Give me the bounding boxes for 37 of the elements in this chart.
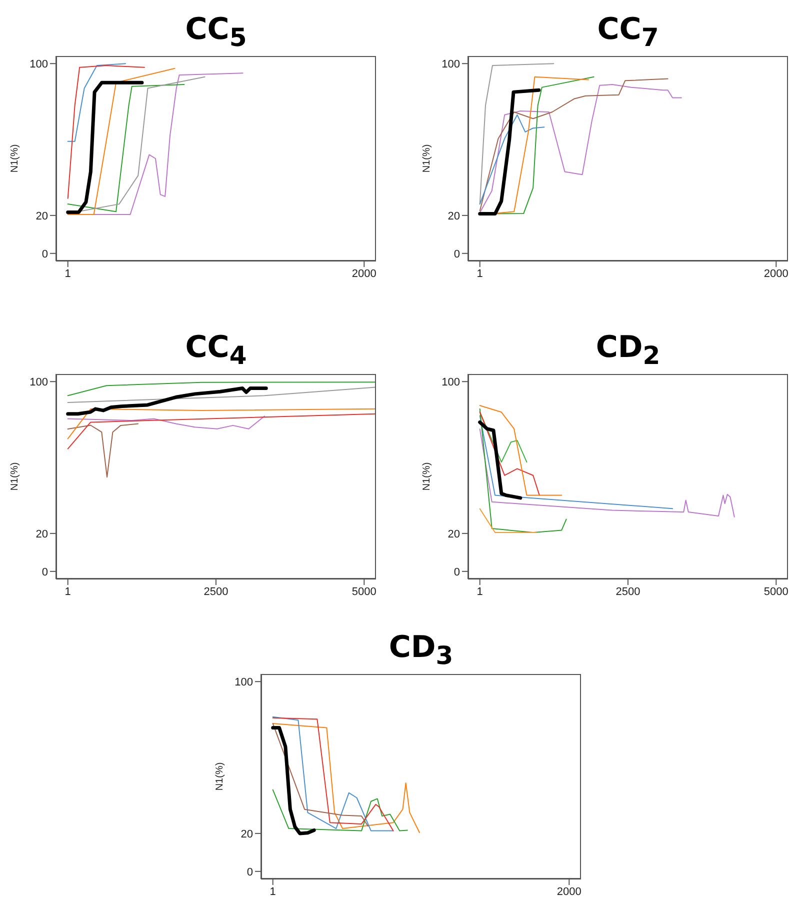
x-tick-label: 1: [64, 268, 71, 280]
y-axis-title: N1(%): [422, 462, 433, 491]
y-axis-title: N1(%): [10, 144, 21, 173]
y-axis-title: N1(%): [10, 462, 21, 491]
x-tick-label: 2000: [556, 886, 582, 898]
y-tick-label: 0: [454, 248, 460, 260]
y-tick-label: 20: [36, 210, 48, 222]
x-tick-label: 5000: [352, 586, 376, 598]
chart-title: CD$_{2}$: [594, 330, 662, 370]
y-tick-label: 20: [240, 828, 253, 840]
x-tick-label: 2500: [204, 586, 228, 598]
chart-title: CC$_{5}$: [184, 12, 248, 52]
x-tick-label: 1: [476, 586, 483, 598]
x-tick-label: 5000: [764, 586, 788, 598]
y-tick-label: 0: [454, 566, 460, 578]
x-tick-label: 2000: [352, 268, 376, 280]
y-tick-label: 100: [234, 676, 253, 688]
x-tick-label: 1: [476, 268, 483, 280]
y-axis-title: N1(%): [422, 144, 433, 173]
y-tick-label: 100: [30, 58, 48, 70]
x-tick-label: 2500: [616, 586, 640, 598]
y-tick-label: 0: [42, 248, 48, 260]
y-tick-label: 20: [448, 528, 460, 540]
x-tick-label: 1: [64, 586, 71, 598]
chart-title: CC$_{7}$: [596, 12, 660, 52]
y-tick-label: 100: [442, 376, 460, 388]
y-tick-label: 20: [448, 210, 460, 222]
y-tick-label: 0: [246, 866, 253, 878]
chart-title: CC$_{4}$: [184, 330, 248, 370]
x-tick-label: 2000: [764, 268, 788, 280]
y-axis-title: N1(%): [214, 762, 226, 791]
y-tick-label: 20: [36, 528, 48, 540]
chart-title: CD$_{3}$: [388, 630, 454, 670]
y-tick-label: 100: [30, 376, 48, 388]
y-tick-label: 100: [442, 58, 460, 70]
y-tick-label: 0: [42, 566, 48, 578]
x-tick-label: 1: [270, 886, 276, 898]
